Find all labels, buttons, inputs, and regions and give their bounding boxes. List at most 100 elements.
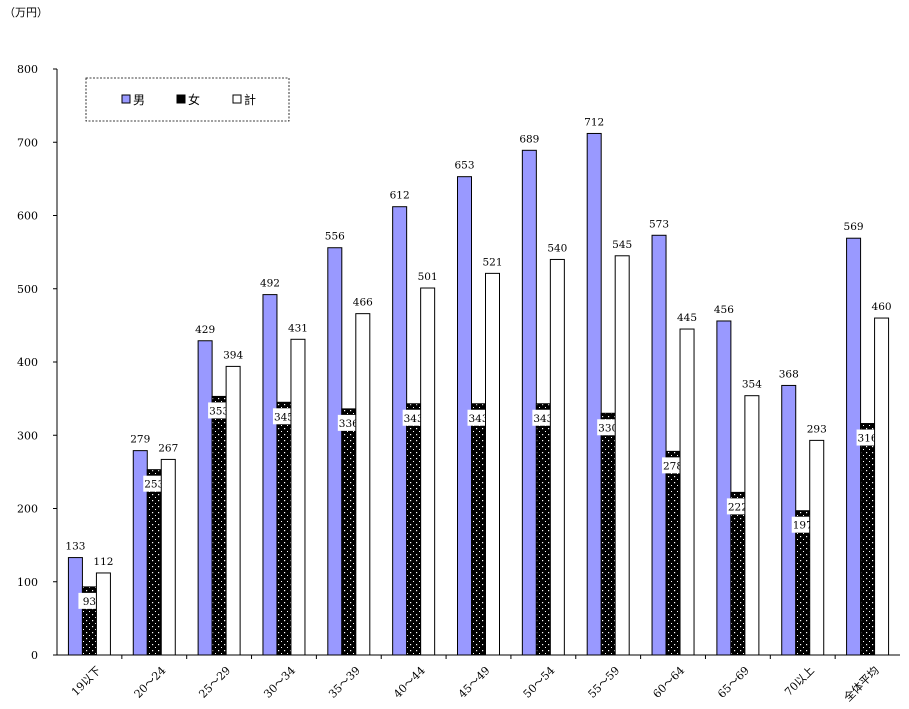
bar-女 [535,403,551,656]
value-label: 368 [779,368,799,380]
legend-swatch [176,94,186,104]
y-tick-label: 400 [17,356,38,369]
x-category-label: 35～39 [326,664,363,701]
value-label: 431 [288,322,308,334]
bar-女 [665,450,681,656]
bar-計 [679,328,695,656]
legend-entry: 計 [244,92,256,107]
value-label: 222 [728,501,748,513]
y-tick-label: 700 [17,136,38,149]
value-label: 93 [83,596,96,608]
value-label-bg [662,457,685,474]
bar-男 [392,206,408,656]
bar-男 [262,294,278,656]
value-label: 460 [872,301,892,313]
value-label-bg [467,409,490,426]
value-label: 569 [844,221,864,233]
y-tick-label: 800 [17,63,38,76]
value-label: 278 [663,460,683,472]
bar-計 [485,272,500,656]
bar-女 [406,403,422,656]
bar-男 [521,149,537,656]
x-axis: 19以下 20～24 25～29 30～34 35～39 40～44 45～49 50～54 5… [57,654,900,704]
value-label: 267 [158,442,178,454]
x-category-label: 25～29 [196,664,233,701]
value-label: 279 [130,434,150,446]
bar-女 [146,469,162,656]
value-label: 330 [598,422,618,434]
x-category-label: 60～64 [650,664,687,701]
value-label: 545 [612,239,632,251]
value-label-bg [532,409,555,426]
value-label: 293 [807,423,827,435]
y-tick-label: 0 [31,649,38,662]
bar-男 [327,247,343,656]
y-axis: 0 100 200 300 400 500 600 700 800 [17,63,58,662]
x-category-label: 20～24 [132,664,169,701]
bar-計 [744,395,760,656]
bar-男 [651,234,667,656]
value-label: 612 [390,190,410,202]
x-category-label: 30～34 [261,664,298,701]
value-label: 343 [533,413,553,425]
value-label-bg [402,409,425,426]
x-category-label: 45～49 [456,664,493,701]
y-tick-label: 600 [17,210,38,223]
legend-box [85,77,290,122]
value-label: 445 [677,312,697,324]
bar-女 [341,408,357,656]
y-unit-label: （万円） [4,6,48,19]
y-tick-label: 200 [17,503,38,516]
value-label: 429 [195,324,215,336]
value-label: 345 [274,411,294,423]
value-label: 573 [649,218,669,230]
bar-男 [846,237,862,656]
bar-男 [716,320,732,656]
bar-計 [614,255,630,656]
x-category-label: 全体平均 [841,663,882,704]
value-label: 689 [519,133,539,145]
x-category-label: 65～69 [715,664,752,701]
bar-計 [420,287,436,656]
value-label: 354 [742,379,762,391]
value-label: 394 [223,349,243,361]
value-label-bg [143,475,166,492]
legend-entry: 女 [188,92,200,107]
value-label: 521 [482,256,502,268]
value-label-bg [597,419,620,436]
value-label-bg [272,408,295,425]
bar-女 [471,403,486,656]
bar-計 [355,313,371,656]
legend-swatch [121,94,131,104]
bar-女 [276,401,292,656]
bar-計 [809,439,825,656]
legend-entry: 男 [133,93,145,107]
value-label: 353 [209,405,229,417]
value-label: 556 [325,231,345,243]
bar-女 [600,412,616,656]
x-category-label: 19以下 [69,664,104,699]
value-label: 501 [418,271,438,283]
value-label-bg [78,592,101,609]
bar-女 [211,395,227,656]
y-tick-label: 500 [17,283,38,296]
value-label: 253 [144,479,164,491]
x-category-label: 70以上 [782,664,817,699]
bar-計 [95,572,111,656]
value-label: 133 [65,541,85,553]
value-label: 492 [260,278,280,290]
x-category-label: 40～44 [391,664,428,701]
bar-計 [874,317,890,656]
value-label: 456 [714,304,734,316]
bar-計 [160,458,176,656]
value-label: 343 [404,413,424,425]
y-tick-label: 100 [17,576,38,589]
value-label: 712 [584,116,604,128]
value-label: 197 [793,520,813,532]
value-label-bg [856,429,879,446]
x-category-label: 50～54 [521,664,558,701]
value-label: 540 [547,242,567,254]
legend-swatch [232,94,242,104]
value-label: 653 [454,160,474,172]
